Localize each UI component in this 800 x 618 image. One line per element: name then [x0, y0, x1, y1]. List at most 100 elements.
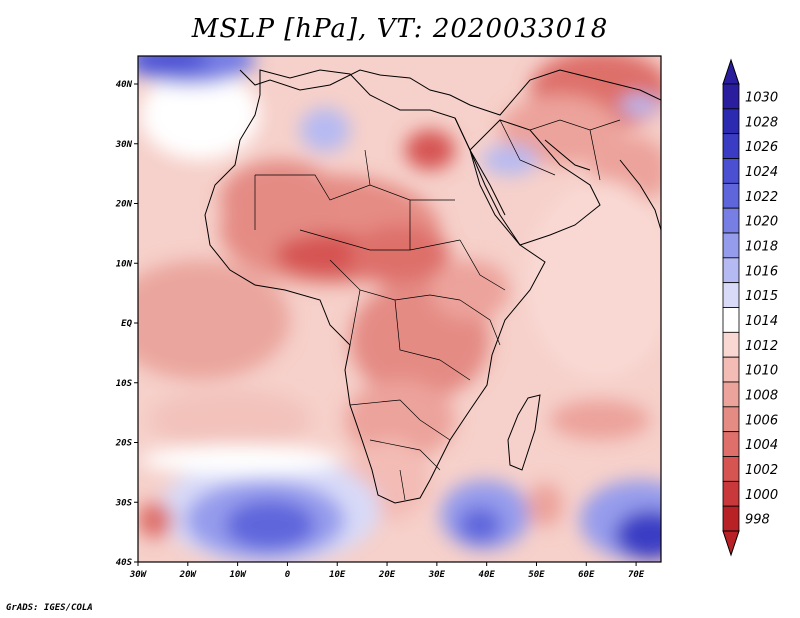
ethiopia-zone	[430, 260, 510, 320]
lon-tick-label: 30W	[129, 570, 148, 580]
colorbar-label: 1020	[745, 215, 778, 230]
africa-coast	[204, 69, 546, 504]
colorbar-swatch	[722, 83, 740, 110]
lat-tick-label: 30S	[115, 498, 133, 508]
colorbar-label: 1012	[745, 339, 778, 354]
atlantic-low-band	[138, 260, 290, 380]
colorbar-label: 1016	[745, 264, 778, 279]
chad-sudan-low	[350, 225, 450, 285]
north-atlantic-high-core	[138, 56, 210, 72]
colorbar-swatch	[722, 505, 740, 532]
lon-tick-label: 10W	[229, 570, 247, 580]
indian-ocean-high-core	[615, 510, 661, 560]
south-atlantic-high-core	[225, 500, 315, 550]
europe-coast	[239, 69, 661, 116]
lon-tick-label: 20E	[378, 570, 396, 580]
colorbar-swatch	[722, 456, 740, 482]
lon-tick-label: 50E	[528, 570, 545, 580]
map-axes: 30W 20W 10W 0 10E 20E 30E 40E 50E 60E 70E 40N 30N 20N…	[115, 80, 645, 580]
border-lines-north	[254, 149, 461, 251]
chart-title: MSLP [hPa], VT: 2020033018	[191, 14, 609, 44]
madagascar-south-low	[527, 483, 563, 527]
border-lines-south	[349, 399, 451, 501]
colorbar-top-arrow	[722, 58, 740, 85]
madagascar-coast	[507, 394, 541, 471]
colorbar-swatch	[722, 307, 740, 333]
coastlines	[204, 69, 661, 504]
colorbar-swatch	[722, 381, 740, 408]
border-lines-central	[329, 259, 461, 361]
colorbar-label: 1026	[745, 140, 778, 155]
south-atlantic-neutral-band	[140, 445, 340, 475]
colorbar: 1030 1028 1026 1024 1022 1020 1018 1016 1015 1014…	[722, 58, 778, 557]
colorbar-bottom-arrow	[722, 530, 740, 557]
lat-tick-label: 20S	[115, 439, 133, 449]
lat-tick-label: 10N	[116, 259, 133, 269]
egypt-low	[405, 130, 455, 170]
indian-ocean-band	[550, 400, 650, 440]
lat-tick-label: 10S	[116, 379, 133, 389]
azores-ridge	[140, 70, 260, 160]
colorbar-swatch	[722, 108, 740, 135]
colorbar-label: 998	[745, 513, 770, 528]
colorbar-label: 1022	[745, 190, 778, 205]
country-borders	[254, 119, 621, 501]
credit-text: GrADS: IGES/COLA	[6, 603, 93, 613]
indian-ocean-zone	[525, 180, 661, 380]
lon-tick-label: 20W	[179, 570, 198, 580]
colorbar-swatch	[722, 406, 740, 433]
colorbar-label: 1014	[745, 314, 778, 329]
lon-tick-label: 70E	[628, 570, 645, 580]
colorbar-swatch	[722, 133, 740, 159]
colorbar-label: 1000	[745, 488, 778, 503]
lat-tick-label: 20N	[115, 200, 133, 210]
colorbar-label: 1024	[745, 165, 778, 180]
east-high	[620, 95, 660, 115]
angola-zone	[345, 380, 455, 460]
colorbar-swatch	[722, 158, 740, 184]
lon-tick-label: 40E	[479, 570, 496, 580]
colorbar-label: 1004	[745, 438, 778, 453]
red-sea-coast	[454, 117, 506, 216]
colorbar-swatch	[722, 282, 740, 308]
lon-tick-label: 60E	[578, 570, 595, 580]
colorbar-swatch	[722, 232, 740, 259]
lat-tick-label: EQ	[121, 319, 132, 329]
lon-tick-label: 0	[285, 570, 291, 580]
colorbar-swatch	[722, 356, 740, 383]
atlantic-south-band	[150, 390, 310, 450]
mozambique-high-core	[458, 507, 502, 543]
south-atlantic-low	[138, 502, 173, 538]
colorbar-swatch	[722, 331, 740, 358]
colorbar-swatch	[722, 480, 740, 507]
mauritania-low	[220, 160, 340, 240]
colorbar-swatch	[722, 182, 740, 209]
arabia-high	[482, 145, 538, 175]
colorbar-label: 1006	[745, 413, 778, 428]
colorbar-label: 1028	[745, 115, 778, 130]
colorbar-label: 1030	[745, 90, 778, 105]
border-lines-mideast	[499, 119, 621, 181]
lon-tick-label: 30E	[428, 570, 446, 580]
colorbar-label: 1018	[745, 239, 778, 254]
lat-tick-label: 40S	[116, 558, 133, 568]
border-lines-east	[439, 239, 506, 381]
colorbar-label: 1008	[745, 388, 778, 403]
algeria-high	[300, 108, 350, 152]
lat-tick-label: 30N	[115, 140, 133, 150]
india-coast	[619, 159, 661, 231]
arabia-coast	[469, 119, 601, 246]
colorbar-swatch	[722, 207, 740, 234]
mslp-field	[138, 56, 661, 562]
map-frame	[137, 55, 662, 563]
colorbar-label: 1015	[745, 289, 778, 304]
mideast-zone	[500, 95, 620, 165]
colorbar-label: 1010	[745, 364, 778, 379]
lon-tick-label: 10E	[329, 570, 346, 580]
gulf-coast	[544, 139, 591, 171]
lat-tick-label: 40N	[116, 80, 133, 90]
colorbar-swatch	[722, 431, 740, 457]
colorbar-label: 1002	[745, 463, 778, 478]
colorbar-swatch	[722, 257, 740, 284]
